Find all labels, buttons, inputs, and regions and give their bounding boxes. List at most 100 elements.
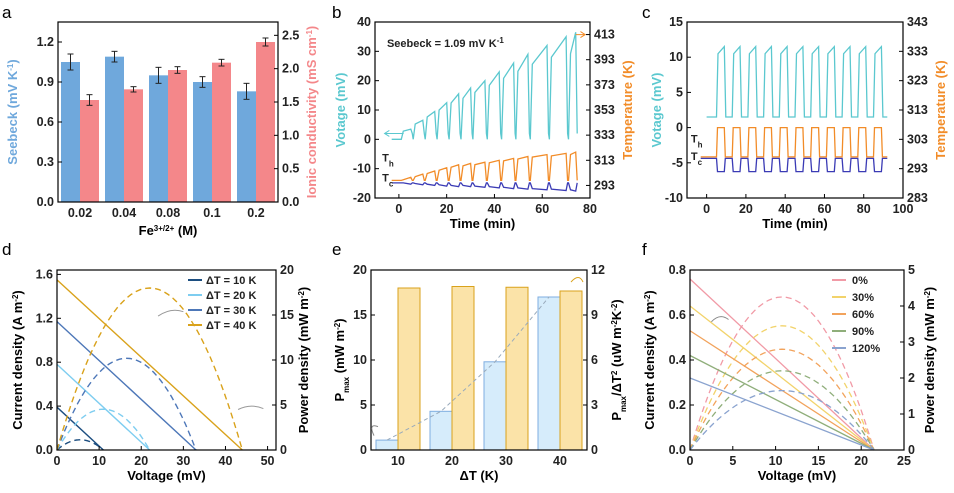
plot-frame-a — [57, 21, 279, 203]
x-tick-label-d-4: 40 — [219, 454, 233, 468]
y-tick-label-d-left-2: 0.8 — [36, 355, 53, 369]
power-curve-3 — [689, 370, 875, 451]
y-tick-label-a-left-0: 0.0 — [37, 195, 54, 209]
x-tick-label-f-5: 25 — [897, 454, 911, 468]
bar-pmax-20 — [429, 410, 453, 451]
y-tick-label-f-right-5: 5 — [908, 263, 915, 277]
y-tick-label-b-left-1: -10 — [353, 162, 371, 176]
y-axis-label-d: Current density (A m-2) — [10, 290, 25, 430]
y-tick-label-a-right-4: 2.0 — [282, 62, 299, 76]
x-tick-label-a-2: 0.08 — [156, 206, 180, 220]
y-tick-label-c-left-0: -10 — [665, 191, 683, 205]
y-tick-label-b-right-4: 373 — [594, 78, 615, 92]
y2-axis-label-a: Ionic conductivity (mS cm-1) — [304, 26, 319, 199]
iv-line-30K — [56, 321, 197, 451]
y-tick-label-e-left-2: 10 — [353, 353, 367, 367]
y-tick-label-d-right-1: 5 — [280, 398, 287, 412]
power-curve-40K — [56, 287, 243, 451]
y-tick-label-e-left-0: 0 — [360, 443, 367, 457]
x-tick-label-e-1: 20 — [445, 454, 459, 468]
x-axis-label-d: Voltage (mV) — [127, 468, 206, 483]
y-tick-label-d-right-3: 15 — [280, 308, 294, 322]
bar-norm-20 — [451, 286, 475, 451]
y-tick-label-c-left-3: 5 — [676, 85, 683, 99]
x-tick-label-b-4: 80 — [583, 202, 597, 216]
x-tick-label-f-3: 15 — [811, 454, 825, 468]
y-tick-label-b-left-0: -20 — [353, 191, 371, 205]
y-tick-label-a-right-5: 2.5 — [282, 28, 299, 42]
y-tick-label-a-left-1: 0.3 — [37, 155, 54, 169]
legend-label-20K: ΔT = 20 K — [206, 290, 256, 302]
y-tick-label-d-left-4: 1.6 — [36, 267, 53, 281]
pmax-trend-line — [386, 296, 550, 441]
panel-letter-f: f — [642, 240, 647, 259]
y-tick-label-f-right-1: 1 — [908, 407, 915, 421]
trace-cold-b — [391, 182, 578, 192]
panel-letter-e: e — [332, 240, 341, 259]
y-tick-label-c-right-1: 293 — [907, 162, 928, 176]
power-curve-0 — [689, 296, 875, 451]
bar-seebeck-0.04 — [105, 56, 124, 202]
y-tick-label-b-right-0: 293 — [594, 178, 615, 192]
x-tick-label-e-2: 30 — [499, 454, 513, 468]
trace-voltage-b — [391, 32, 578, 140]
y-tick-label-b-left-3: 10 — [357, 103, 371, 117]
bar-norm-10 — [397, 287, 421, 451]
x-tick-label-d-1: 10 — [92, 454, 106, 468]
x-tick-label-d-2: 20 — [134, 454, 148, 468]
y-tick-label-f-left-3: 0.6 — [669, 308, 686, 322]
bar-pmax-30 — [483, 361, 507, 451]
y-tick-label-e-left-3: 15 — [353, 308, 367, 322]
y-axis-label-f: Current density (A m-2) — [642, 290, 657, 430]
x-tick-label-f-4: 20 — [854, 454, 868, 468]
x-tick-label-c-5: 100 — [893, 202, 914, 216]
legend-label-30K: ΔT = 30 K — [206, 305, 256, 317]
x-tick-label-b-3: 60 — [535, 202, 549, 216]
bar-seebeck-0.2 — [237, 91, 256, 202]
y2-axis-label-b: Temperature (K) — [620, 60, 635, 159]
power-curve-1 — [689, 325, 875, 451]
y-tick-label-a-right-1: 0.5 — [282, 162, 299, 176]
y-tick-label-b-right-2: 333 — [594, 128, 615, 142]
x-axis-label-c: Time (min) — [762, 216, 828, 231]
y-tick-label-e-left-1: 5 — [360, 398, 367, 412]
panel-letter-d: d — [2, 240, 11, 259]
y-tick-label-c-right-2: 303 — [907, 132, 928, 146]
y-tick-label-c-right-0: 283 — [907, 191, 928, 205]
y-tick-label-a-right-2: 1.0 — [282, 128, 299, 142]
y-tick-label-d-right-0: 0 — [280, 443, 287, 457]
panel-letter-c: c — [642, 3, 651, 22]
y-tick-label-b-right-1: 313 — [594, 153, 615, 167]
x-tick-label-c-1: 20 — [739, 202, 753, 216]
y-tick-label-e-right-0: 0 — [591, 443, 598, 457]
y-tick-label-b-right-5: 393 — [594, 53, 615, 67]
arrow-voltage-b — [383, 130, 404, 137]
x-axis-label-b: Time (min) — [450, 216, 516, 231]
y-tick-label-b-right-6: 413 — [594, 28, 615, 42]
arrow-left-axis-e — [371, 425, 379, 436]
x-tick-label-d-0: 0 — [54, 454, 61, 468]
legend-label-40K: ΔT = 40 K — [206, 320, 256, 332]
y-tick-label-f-right-2: 2 — [908, 371, 915, 385]
y2-axis-label-e: Pmax/ΔT2 (uW m-2K-2) — [609, 299, 628, 420]
y-tick-label-d-left-0: 0.0 — [36, 443, 53, 457]
y-tick-label-d-right-4: 20 — [280, 263, 294, 277]
x-tick-label-a-0: 0.02 — [68, 206, 92, 220]
y-tick-label-b-left-4: 20 — [357, 74, 371, 88]
bar-seebeck-0.08 — [149, 75, 168, 202]
bar-norm-40 — [559, 290, 583, 451]
power-curve-2 — [689, 348, 875, 451]
y-tick-label-e-right-4: 12 — [591, 263, 605, 277]
y-tick-label-b-right-3: 353 — [594, 103, 615, 117]
y-axis-label-c: Votage (mV) — [649, 73, 664, 148]
y-tick-label-e-right-3: 9 — [591, 308, 598, 322]
x-tick-label-d-3: 30 — [176, 454, 190, 468]
y-tick-label-a-left-4: 1.2 — [37, 35, 54, 49]
arrow-left-axis-f — [711, 316, 729, 323]
iv-line-0 — [689, 278, 875, 451]
bar-ionic-0.02 — [80, 100, 99, 202]
x-tick-label-f-0: 0 — [687, 454, 694, 468]
legend-label-f-2: 60% — [852, 309, 874, 321]
x-tick-label-f-1: 5 — [729, 454, 736, 468]
arrow-right-axis-d — [237, 405, 264, 410]
